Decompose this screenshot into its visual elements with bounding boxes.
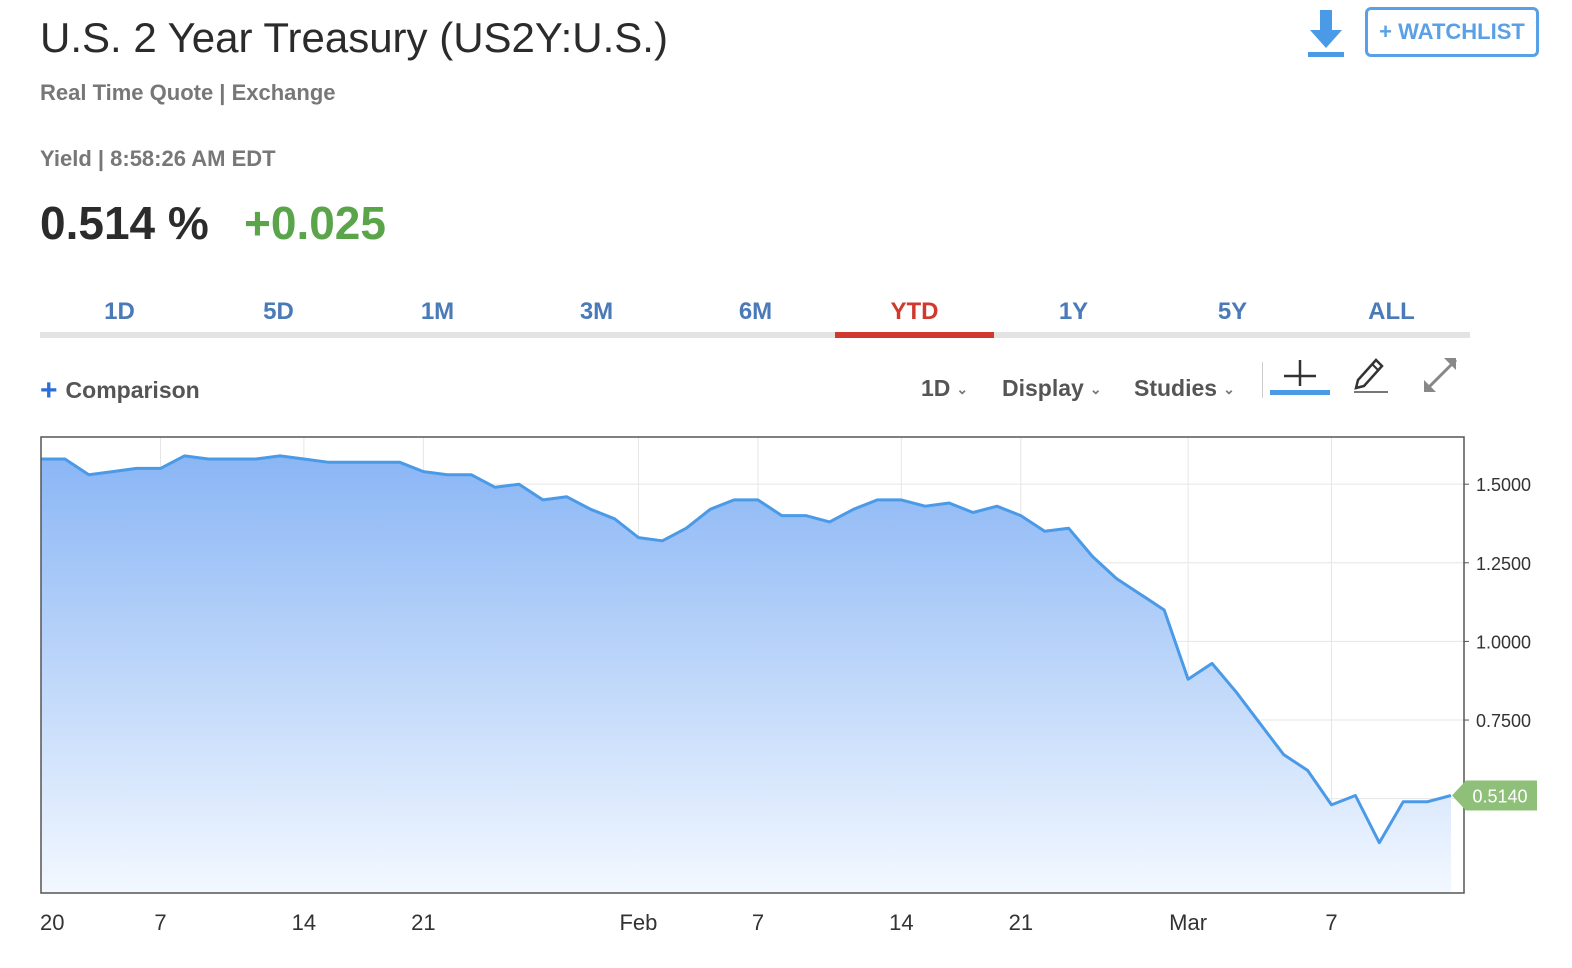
current-yield: 0.514 % — [40, 197, 209, 249]
tab-1y[interactable]: 1Y — [1058, 298, 1089, 325]
chevron-down-icon: ⌄ — [1223, 381, 1235, 397]
crosshair-icon[interactable] — [1270, 356, 1330, 398]
tab-1d[interactable]: 1D — [104, 298, 135, 325]
tab-all[interactable]: ALL — [1368, 298, 1415, 325]
toolbar-divider — [1262, 362, 1263, 398]
y-tick-label: 0.7500 — [1476, 711, 1531, 731]
y-tick-label: 1.2500 — [1476, 554, 1531, 574]
plus-icon: + — [40, 374, 58, 407]
y-tick-label: 1.0000 — [1476, 632, 1531, 652]
x-tick-label: 7 — [1325, 910, 1337, 935]
studies-label: Studies — [1134, 375, 1218, 401]
last-value-badge — [1452, 780, 1537, 811]
x-tick-label: 7 — [752, 910, 764, 935]
x-tick-label: 7 — [154, 910, 166, 935]
interval-dropdown[interactable]: 1D ⌄ — [921, 375, 968, 402]
x-tick-label: Feb — [619, 910, 657, 935]
display-label: Display — [1002, 375, 1084, 401]
series-line — [41, 454, 1452, 845]
expand-icon[interactable] — [1416, 356, 1476, 398]
interval-label: 1D — [921, 375, 951, 401]
x-tick-label: 21 — [1009, 910, 1033, 935]
chevron-down-icon: ⌄ — [956, 381, 969, 397]
plot-frame — [40, 436, 1465, 894]
tab-3m[interactable]: 3M — [579, 298, 614, 325]
quote-source: Real Time Quote | Exchange — [40, 80, 336, 105]
yield-change: +0.025 — [244, 197, 386, 249]
x-tick-label: 14 — [889, 910, 913, 935]
add-to-watchlist-button[interactable]: + WATCHLIST — [1365, 7, 1539, 57]
range-tabs: 1D 5D 1M 3M 6M YTD 1Y 5Y ALL — [40, 290, 1470, 338]
x-tick-label: 20 — [40, 910, 64, 935]
tab-6m[interactable]: 6M — [738, 298, 773, 325]
tab-ytd[interactable]: YTD — [835, 290, 994, 338]
x-tick-label: 21 — [411, 910, 435, 935]
x-tick-label: Mar — [1169, 910, 1207, 935]
comparison-button[interactable]: + Comparison — [40, 374, 200, 408]
display-dropdown[interactable]: Display ⌄ — [1002, 375, 1102, 402]
yield-chart[interactable]: 1.5000 1.2500 1.0000 0.7500 20 7 14 21 Feb 7 14 21 M… — [0, 430, 1572, 960]
last-value-label: 0.5140 — [1472, 787, 1527, 807]
comparison-label: Comparison — [65, 377, 200, 403]
page-title: U.S. 2 Year Treasury (US2Y:U.S.) — [40, 14, 668, 61]
pencil-icon[interactable] — [1346, 356, 1406, 398]
studies-dropdown[interactable]: Studies ⌄ — [1134, 375, 1235, 402]
tab-5d[interactable]: 5D — [263, 298, 294, 325]
download-icon[interactable] — [1304, 8, 1348, 60]
tab-5y[interactable]: 5Y — [1217, 298, 1248, 325]
series-area — [41, 455, 1451, 893]
y-tick-label: 1.5000 — [1476, 475, 1531, 495]
chevron-down-icon: ⌄ — [1089, 381, 1102, 397]
x-tick-label: 14 — [292, 910, 316, 935]
yield-timestamp: Yield | 8:58:26 AM EDT — [40, 146, 276, 171]
tab-1m[interactable]: 1M — [420, 298, 455, 325]
